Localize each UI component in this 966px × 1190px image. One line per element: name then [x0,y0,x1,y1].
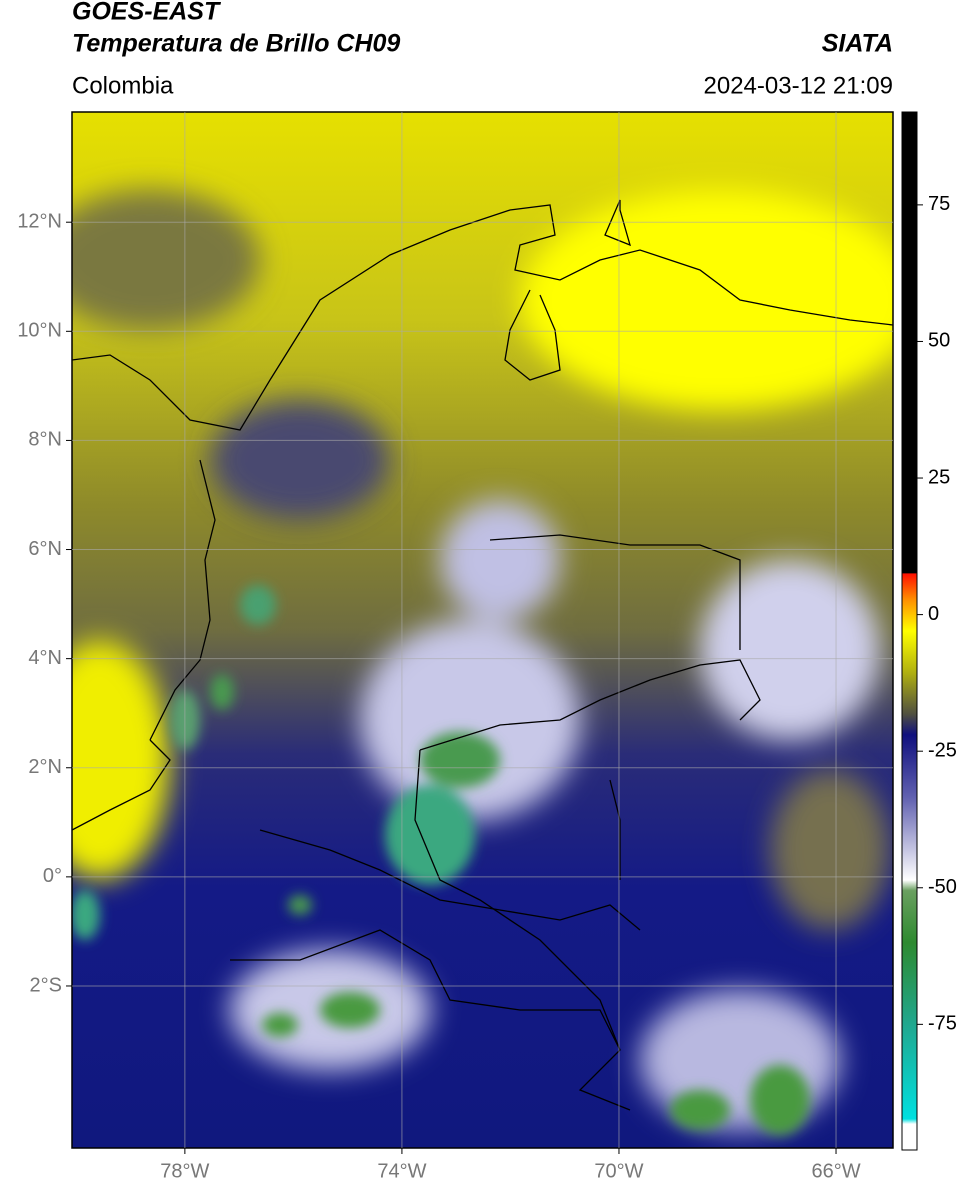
map-frame [71,111,894,1149]
lon-tick-label: 66°W [811,1160,860,1182]
title: GOES-EAST [72,0,222,26]
lat-tick-label: 4°N [28,647,62,669]
lat-tick-label: 10°N [17,320,62,342]
lat-tick-label: 2°S [30,974,62,996]
lon-tick-label: 74°W [377,1160,426,1182]
colorbar-tick-label: 0 [928,603,939,625]
satellite-image [72,112,893,1148]
colorbar-tick-label: 75 [928,193,950,215]
colorbar-tick-label: -75 [928,1013,957,1035]
source: SIATA [822,30,893,58]
subtitle: Temperatura de Brillo CH09 [72,30,400,58]
lon-tick-label: 70°W [594,1160,643,1182]
colorbar-tick-label: 50 [928,330,950,352]
lat-tick-label: 12°N [17,210,62,232]
datetime: 2024-03-12 21:09 [704,72,894,99]
colorbar [901,111,918,1151]
lat-tick-label: 0° [43,865,62,887]
colorbar-tick-label: -50 [928,876,957,898]
lat-tick-label: 2°N [28,756,62,778]
lat-tick-label: 6°N [28,538,62,560]
colorbar-tick-label: 25 [928,466,950,488]
colorbar-tick-label: -25 [928,739,957,761]
region: Colombia [72,72,174,99]
lon-tick-label: 78°W [160,1160,209,1182]
lat-tick-label: 8°N [28,429,62,451]
